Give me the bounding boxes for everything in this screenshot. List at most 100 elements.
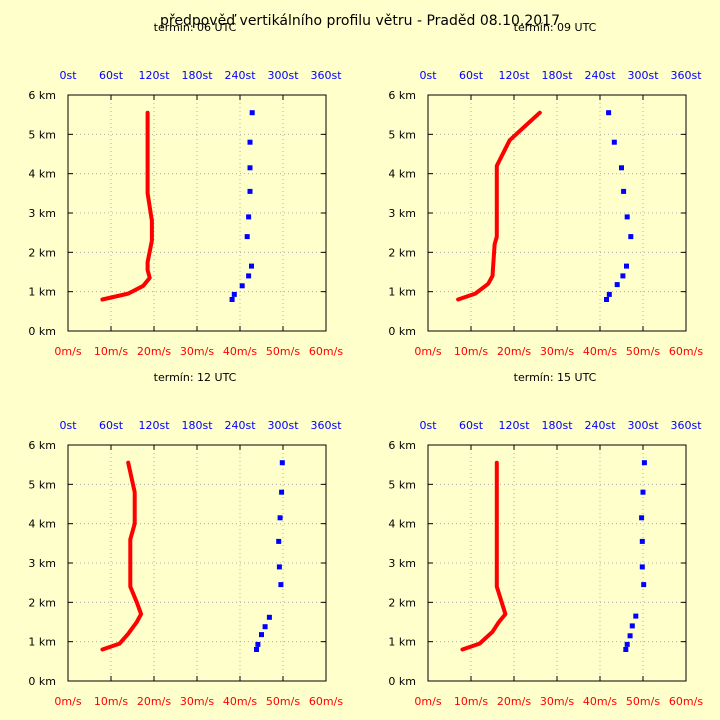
x-bottom-tick-label: 60m/s <box>309 345 343 358</box>
x-bottom-tick-label: 0m/s <box>414 345 441 358</box>
x-bottom-tick-label: 60m/s <box>669 345 703 358</box>
x-top-tick-label: 0st <box>59 419 77 432</box>
x-top-tick-label: 180st <box>181 69 213 82</box>
x-bottom-tick-label: 40m/s <box>223 345 257 358</box>
wind-direction-point <box>606 291 612 297</box>
x-top-tick-label: 0st <box>59 69 77 82</box>
y-tick-label: 1 km <box>388 636 416 649</box>
wind-direction-point <box>255 641 261 647</box>
y-tick-label: 4 km <box>388 168 416 181</box>
chart-panel-2: termín: 12 UTC 0m/s 10m/s 20m/s 30m/s 40m/s 50… <box>28 371 343 708</box>
wind-speed-line <box>100 460 144 652</box>
x-top-tick-label: 180st <box>541 419 573 432</box>
wind-direction-point <box>619 165 624 171</box>
wind-direction-point <box>627 633 633 639</box>
wind-direction-point <box>239 283 245 289</box>
x-top-tick-label: 360st <box>670 419 702 432</box>
panel-subtitle: termín: 12 UTC <box>154 371 237 384</box>
x-bottom-tick-label: 20m/s <box>137 695 171 708</box>
y-tick-label: 0 km <box>28 675 56 688</box>
wind-direction-point <box>247 165 253 171</box>
y-tick-label: 4 km <box>28 168 56 181</box>
wind-direction-point <box>641 582 647 588</box>
x-top-tick-label: 0st <box>419 69 437 82</box>
wind-direction-point <box>259 632 264 638</box>
panel-subtitle: termín: 15 UTC <box>514 371 597 384</box>
x-bottom-tick-label: 0m/s <box>54 695 81 708</box>
x-bottom-tick-label: 50m/s <box>626 695 660 708</box>
x-top-tick-label: 60st <box>99 419 124 432</box>
x-top-tick-label: 60st <box>99 69 124 82</box>
y-tick-label: 5 km <box>388 128 416 141</box>
wind-direction-point <box>628 234 634 240</box>
wind-direction-point <box>244 234 250 240</box>
wind-direction-point <box>604 297 609 302</box>
wind-direction-point <box>620 273 626 279</box>
y-tick-label: 3 km <box>28 557 56 570</box>
y-tick-label: 3 km <box>388 557 416 570</box>
y-tick-label: 2 km <box>388 246 416 259</box>
chart-panel-0: termín: 06 UTC 0m/s 10m/s 20m/s 30m/s 40m/s 50… <box>28 21 343 358</box>
figure-title: předpověď vertikálního profilu větru - P… <box>160 13 560 29</box>
x-bottom-tick-label: 10m/s <box>94 695 128 708</box>
y-tick-label: 2 km <box>388 596 416 609</box>
x-top-tick-label: 300st <box>267 419 299 432</box>
y-tick-label: 2 km <box>28 246 56 259</box>
x-bottom-tick-label: 30m/s <box>180 695 214 708</box>
y-tick-label: 4 km <box>388 518 416 531</box>
y-tick-label: 3 km <box>388 207 416 220</box>
x-bottom-tick-label: 30m/s <box>540 345 574 358</box>
chart-panel-3: termín: 15 UTC 0m/s 10m/s 20m/s 30m/s 40m/s 50… <box>388 371 703 708</box>
wind-direction-point <box>262 624 268 630</box>
panel-subtitle: termín: 09 UTC <box>514 21 597 34</box>
y-tick-label: 4 km <box>28 518 56 531</box>
wind-speed-line <box>456 110 542 302</box>
wind-direction-point <box>633 613 639 619</box>
x-top-tick-label: 240st <box>584 69 616 82</box>
wind-speed-line <box>460 460 508 652</box>
x-bottom-tick-label: 20m/s <box>137 345 171 358</box>
x-bottom-tick-label: 10m/s <box>94 345 128 358</box>
x-top-tick-label: 360st <box>670 69 702 82</box>
y-tick-label: 0 km <box>388 675 416 688</box>
y-tick-label: 5 km <box>388 478 416 491</box>
wind-direction-point <box>279 460 285 466</box>
wind-direction-point <box>246 273 252 279</box>
wind-direction-point <box>246 214 252 220</box>
wind-direction-point <box>624 263 629 269</box>
x-bottom-tick-label: 10m/s <box>454 345 488 358</box>
x-bottom-tick-label: 50m/s <box>626 345 660 358</box>
x-bottom-tick-label: 20m/s <box>497 345 531 358</box>
x-top-tick-label: 120st <box>498 69 530 82</box>
x-top-tick-label: 180st <box>181 419 213 432</box>
wind-direction-point <box>276 538 282 544</box>
wind-direction-point <box>640 489 646 495</box>
x-top-tick-label: 0st <box>419 419 437 432</box>
chart-panel-1: termín: 09 UTC 0m/s 10m/s 20m/s 30m/s 40m/s 50… <box>388 21 703 358</box>
x-top-tick-label: 360st <box>310 419 342 432</box>
x-top-tick-label: 60st <box>459 69 484 82</box>
y-tick-label: 5 km <box>28 128 56 141</box>
wind-direction-point <box>231 291 237 297</box>
wind-direction-point <box>614 282 620 288</box>
wind-speed-line <box>100 110 154 302</box>
wind-direction-point <box>639 564 645 570</box>
x-top-tick-label: 120st <box>138 419 170 432</box>
y-tick-label: 1 km <box>388 286 416 299</box>
wind-direction-point <box>277 515 283 521</box>
y-tick-label: 1 km <box>28 286 56 299</box>
x-bottom-tick-label: 20m/s <box>497 695 531 708</box>
x-bottom-tick-label: 40m/s <box>583 695 617 708</box>
y-tick-label: 5 km <box>28 478 56 491</box>
wind-direction-point <box>266 614 272 620</box>
x-bottom-tick-label: 40m/s <box>583 345 617 358</box>
wind-direction-point <box>278 582 284 588</box>
x-top-tick-label: 180st <box>541 69 573 82</box>
x-bottom-tick-label: 0m/s <box>54 345 81 358</box>
x-top-tick-label: 120st <box>498 419 530 432</box>
wind-direction-point <box>623 647 629 652</box>
wind-direction-point <box>606 110 612 116</box>
x-top-tick-label: 60st <box>459 419 484 432</box>
wind-direction-point <box>624 214 630 220</box>
